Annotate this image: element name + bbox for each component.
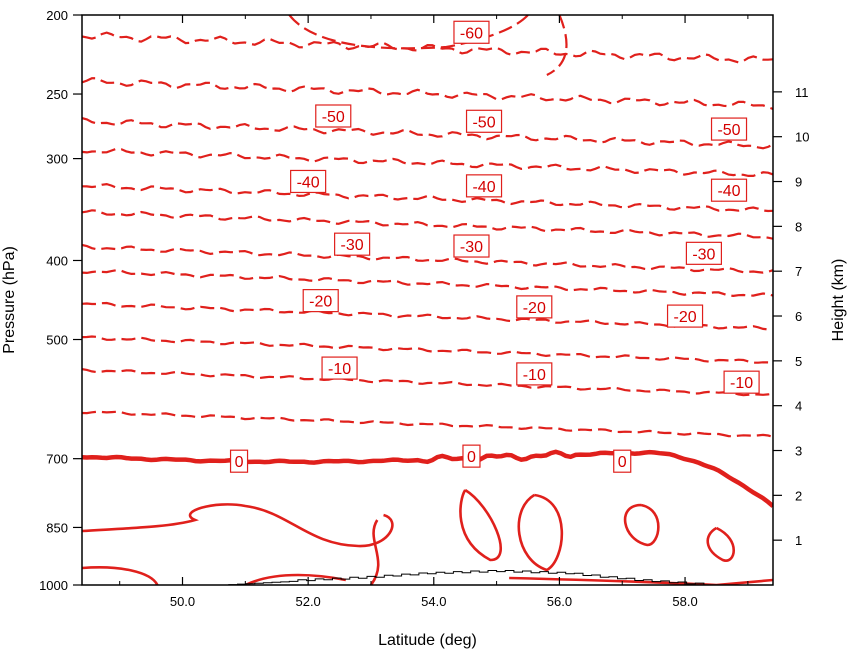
svg-text:0: 0	[235, 454, 244, 471]
isotherm-line	[82, 410, 773, 438]
y-tick-label: 300	[46, 152, 68, 167]
svg-text:-40: -40	[297, 174, 320, 191]
svg-text:-50: -50	[717, 122, 740, 139]
x-tick-label: 50.0	[170, 594, 195, 609]
right-tick-label: 11	[795, 85, 809, 100]
contour-labels: -60 -50 -50 -50 -40 -40 -40 -30 -30 -30 -20 -20 -20 -…	[229, 20, 760, 473]
x-tick-label: 52.0	[295, 594, 320, 609]
isotherm-line	[82, 209, 773, 240]
svg-text:-60: -60	[460, 25, 483, 42]
right-tick-label: 2	[795, 488, 802, 503]
y-tick-label: 200	[46, 8, 68, 23]
svg-text:0: 0	[467, 449, 476, 466]
y-tick-label: 400	[46, 253, 68, 268]
contour-label: -30	[685, 241, 723, 265]
contour-label: -40	[290, 169, 327, 194]
svg-text:-10: -10	[328, 361, 351, 378]
svg-text:-50: -50	[322, 109, 345, 126]
contour-label: -40	[710, 178, 748, 202]
isotherm-line	[82, 269, 773, 298]
right-tick-label: 6	[795, 309, 802, 324]
right-tick-label: 4	[795, 399, 802, 414]
contour-label: -20	[302, 289, 339, 313]
contour-label: -30	[453, 234, 490, 258]
svg-text:-10: -10	[523, 367, 546, 384]
contour-label: 0	[613, 449, 632, 473]
left-y-axis-title: Pressure (hPa)	[1, 246, 18, 354]
terrain-line	[82, 570, 773, 585]
boundary-layer-contours	[82, 488, 773, 585]
y-tick-label: 1000	[39, 578, 68, 593]
svg-text:-40: -40	[472, 179, 495, 196]
isotherm-line	[82, 31, 773, 64]
warm-contour	[517, 493, 564, 572]
x-tick-label: 58.0	[672, 594, 697, 609]
x-axis-title: Latitude (deg)	[378, 632, 477, 649]
axis-ticks: 50.0 52.0 54.0 56.0 58.020025030040050070085…	[39, 8, 809, 609]
y-tick-label: 850	[46, 520, 68, 535]
isotherm-line	[546, 15, 568, 76]
svg-text:-10: -10	[730, 375, 753, 392]
contour-label: -40	[465, 174, 503, 198]
y-tick-label: 500	[46, 333, 68, 348]
contour-label: -20	[666, 304, 704, 328]
contour-label: -30	[334, 232, 371, 256]
svg-text:0: 0	[618, 454, 627, 471]
svg-text:-30: -30	[692, 246, 715, 263]
y-tick-label: 250	[46, 87, 68, 102]
svg-text:-20: -20	[309, 294, 332, 311]
right-y-axis-title: Height (km)	[830, 259, 847, 342]
svg-text:-20: -20	[523, 300, 546, 317]
svg-text:-40: -40	[717, 183, 740, 200]
contour-label: -50	[315, 104, 352, 128]
contour-label: -50	[710, 117, 748, 141]
x-tick-label: 56.0	[547, 594, 572, 609]
isotherm-line	[82, 335, 773, 364]
right-tick-label: 10	[795, 130, 809, 145]
svg-text:-30: -30	[460, 239, 483, 256]
isotherm-line	[82, 117, 773, 150]
warm-contour	[509, 576, 773, 585]
svg-text:-50: -50	[472, 114, 495, 131]
svg-text:-20: -20	[673, 309, 696, 326]
warm-contour	[623, 503, 660, 547]
isotherm-line	[82, 243, 773, 274]
isotherm-line	[82, 182, 773, 213]
isotherm-line	[82, 368, 773, 397]
right-tick-label: 8	[795, 219, 802, 234]
isotherm-line	[82, 77, 773, 111]
contour-label: 0	[229, 449, 249, 473]
isotherm-line	[82, 147, 773, 177]
contour-label: -20	[516, 295, 553, 319]
contour-label: -10	[723, 370, 760, 394]
right-tick-label: 5	[795, 354, 802, 369]
plot-frame	[81, 14, 774, 586]
warm-contour	[82, 566, 159, 585]
right-tick-label: 9	[795, 175, 802, 190]
isotherm-line	[82, 449, 773, 508]
warm-contour	[369, 519, 380, 585]
y-tick-label: 700	[46, 452, 68, 467]
contour-label: -10	[516, 362, 553, 386]
contour-label: -50	[465, 109, 503, 133]
warm-contour	[82, 503, 394, 548]
isotherm-line	[288, 15, 529, 50]
right-tick-label: 7	[795, 264, 802, 279]
contour-label: -60	[453, 20, 490, 44]
terrain-outline	[82, 570, 773, 585]
x-tick-label: 54.0	[421, 594, 446, 609]
right-tick-label: 3	[795, 444, 802, 459]
contour-lines	[82, 15, 773, 508]
warm-contour	[706, 526, 735, 562]
contour-label: -10	[321, 356, 358, 380]
contour-label: 0	[462, 444, 481, 468]
right-tick-label: 1	[795, 533, 802, 548]
svg-text:-30: -30	[341, 237, 364, 254]
warm-contour	[459, 488, 502, 562]
isotherm-line	[82, 301, 773, 331]
